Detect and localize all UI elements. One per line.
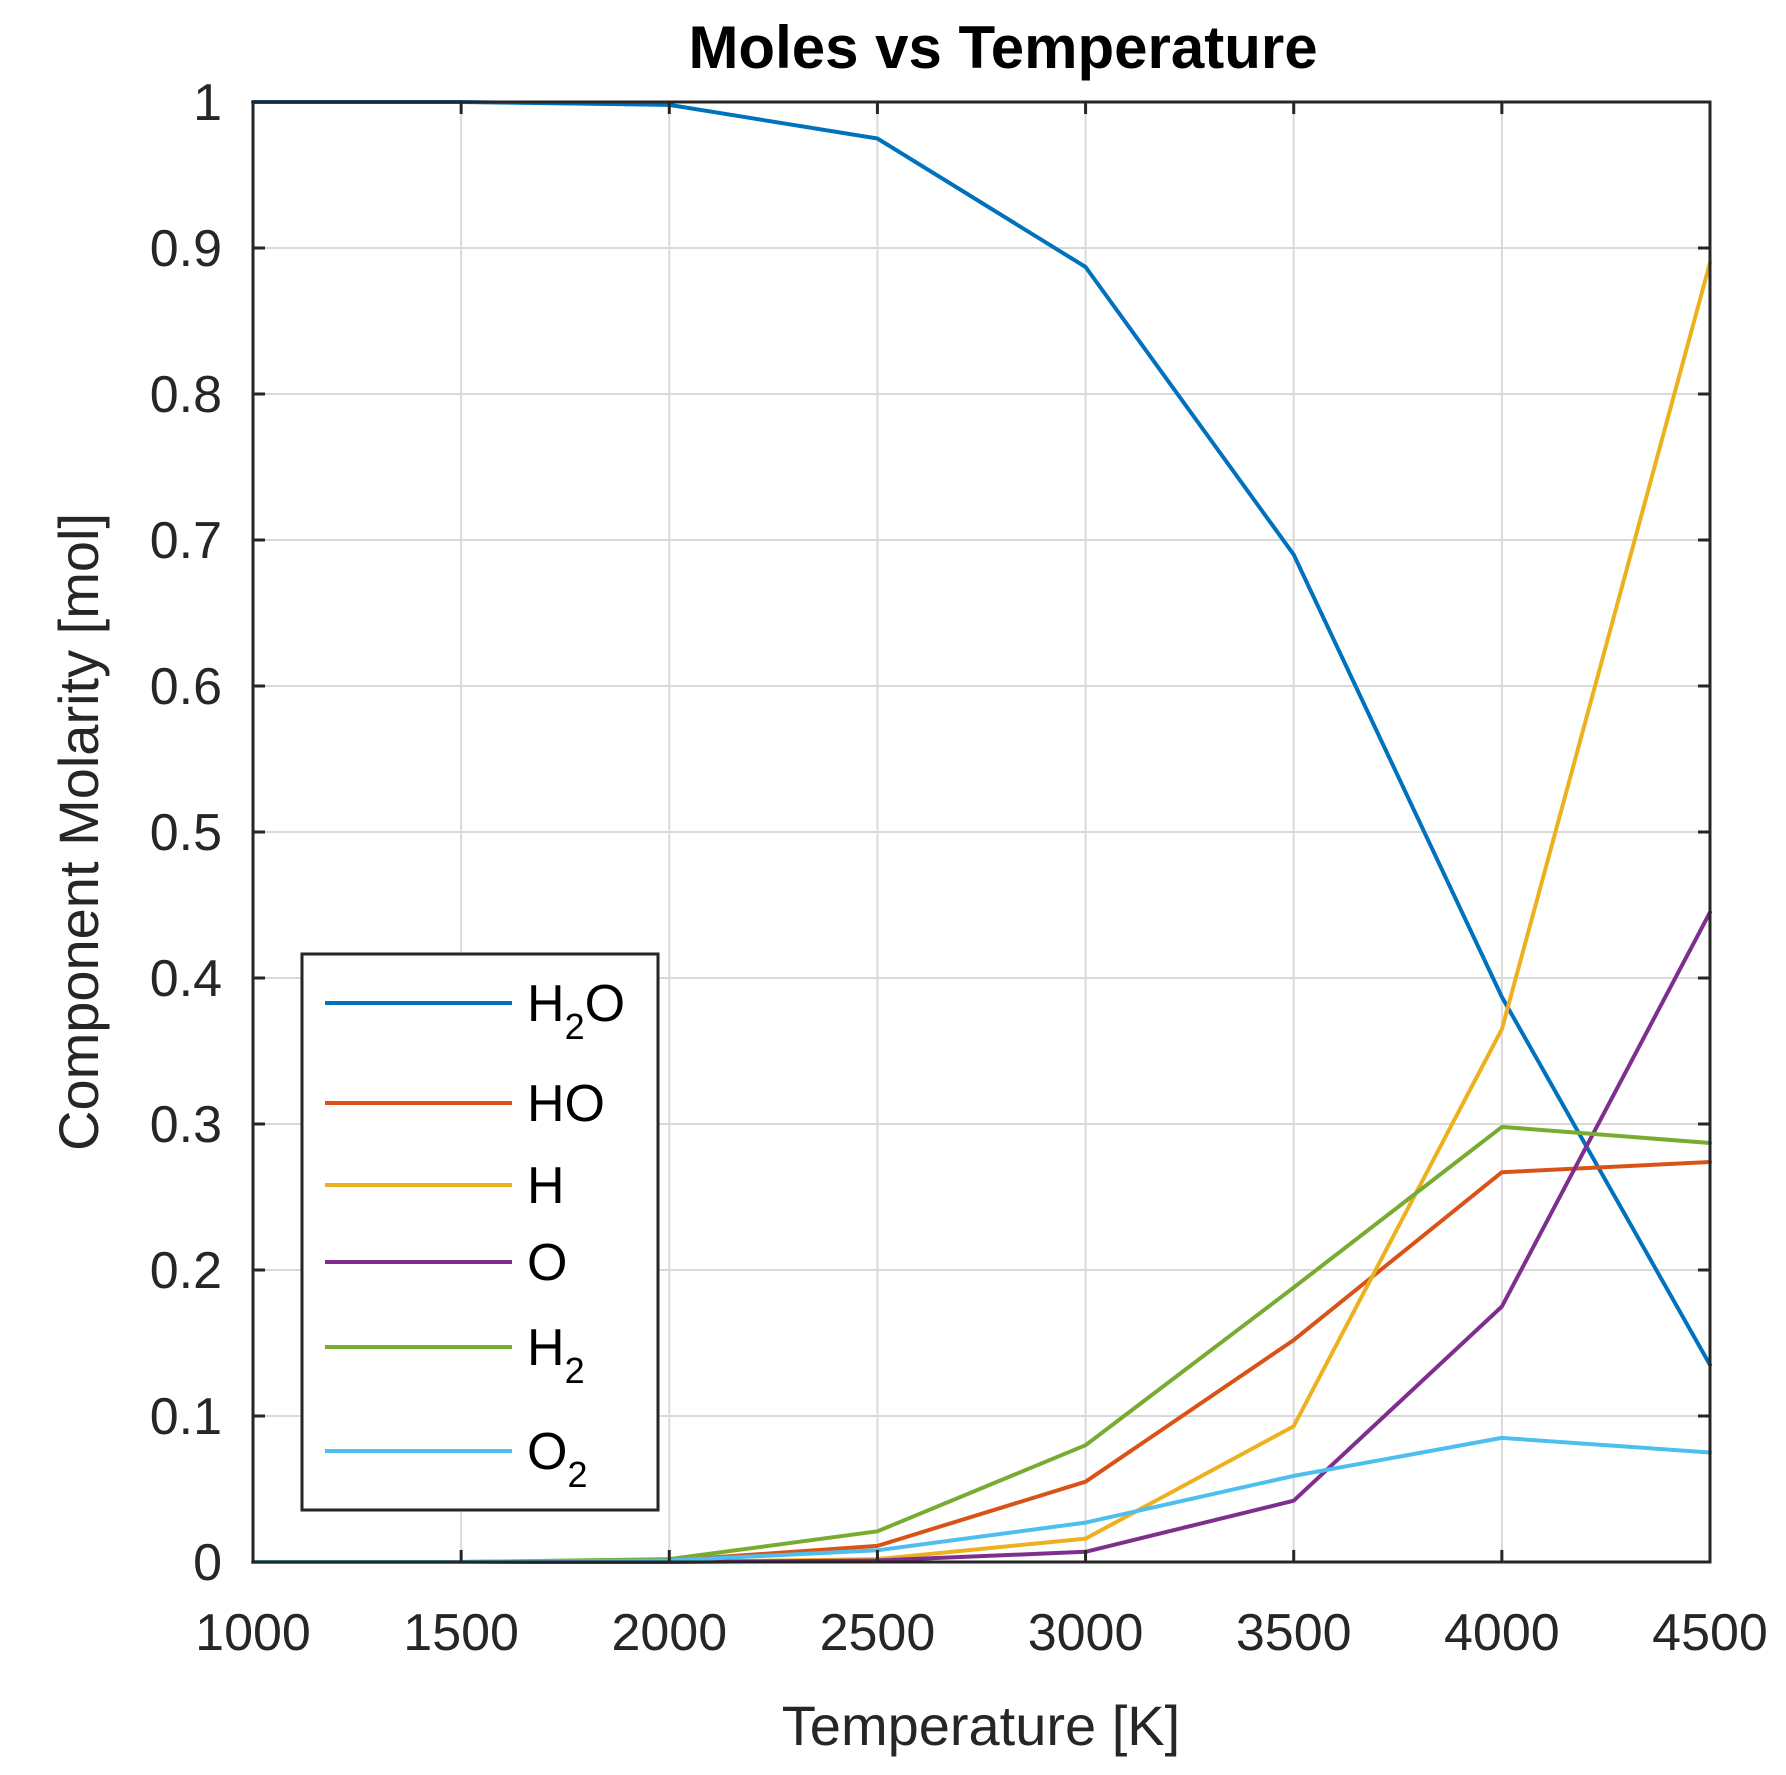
y-tick-label: 0.4 <box>150 950 222 1008</box>
chart-title: Moles vs Temperature <box>688 14 1317 81</box>
x-tick-label: 4500 <box>1652 1604 1768 1662</box>
y-tick-label: 0.6 <box>150 658 222 716</box>
x-tick-label: 3500 <box>1236 1604 1352 1662</box>
y-tick-label: 0.7 <box>150 512 222 570</box>
legend-label-h2o: H2O <box>527 975 625 1047</box>
x-tick-label: 2000 <box>611 1604 727 1662</box>
y-tick-label: 0.9 <box>150 220 222 278</box>
legend-label-ho: HO <box>527 1075 605 1133</box>
x-tick-label: 3000 <box>1028 1604 1144 1662</box>
x-tick-label: 1500 <box>403 1604 519 1662</box>
legend: H2O HO HO H2 O2 <box>300 952 660 1512</box>
legend-label-h: H <box>527 1157 565 1215</box>
y-axis-label: Component Molarity [mol] <box>47 513 110 1151</box>
legend-box <box>300 952 660 1512</box>
x-tick-label: 2500 <box>820 1604 936 1662</box>
legend-label-o2: O2 <box>527 1423 587 1495</box>
x-axis-label: Temperature [K] <box>782 1694 1180 1757</box>
y-tick-label: 0.2 <box>150 1242 222 1300</box>
x-tick-label: 4000 <box>1444 1604 1560 1662</box>
x-tick-labels: 1000 1500 2000 2500 3000 3500 4000 4500 <box>195 1604 1768 1662</box>
legend-label-h2: H2 <box>527 1319 585 1391</box>
y-tick-label: 0.3 <box>150 1096 222 1154</box>
y-tick-label: 0.8 <box>150 366 222 424</box>
y-tick-label: 0.1 <box>150 1388 222 1446</box>
y-tick-label: 0.5 <box>150 804 222 862</box>
y-tick-label: 0 <box>193 1534 222 1592</box>
axis-ticks <box>251 100 1712 1564</box>
y-tick-label: 1 <box>193 74 222 132</box>
y-tick-labels: 0 0.1 0.2 0.3 0.4 0.5 0.6 0.7 0.8 0.9 1 <box>150 74 222 1592</box>
x-tick-label: 1000 <box>195 1604 311 1662</box>
legend-label-o: O <box>527 1234 567 1292</box>
